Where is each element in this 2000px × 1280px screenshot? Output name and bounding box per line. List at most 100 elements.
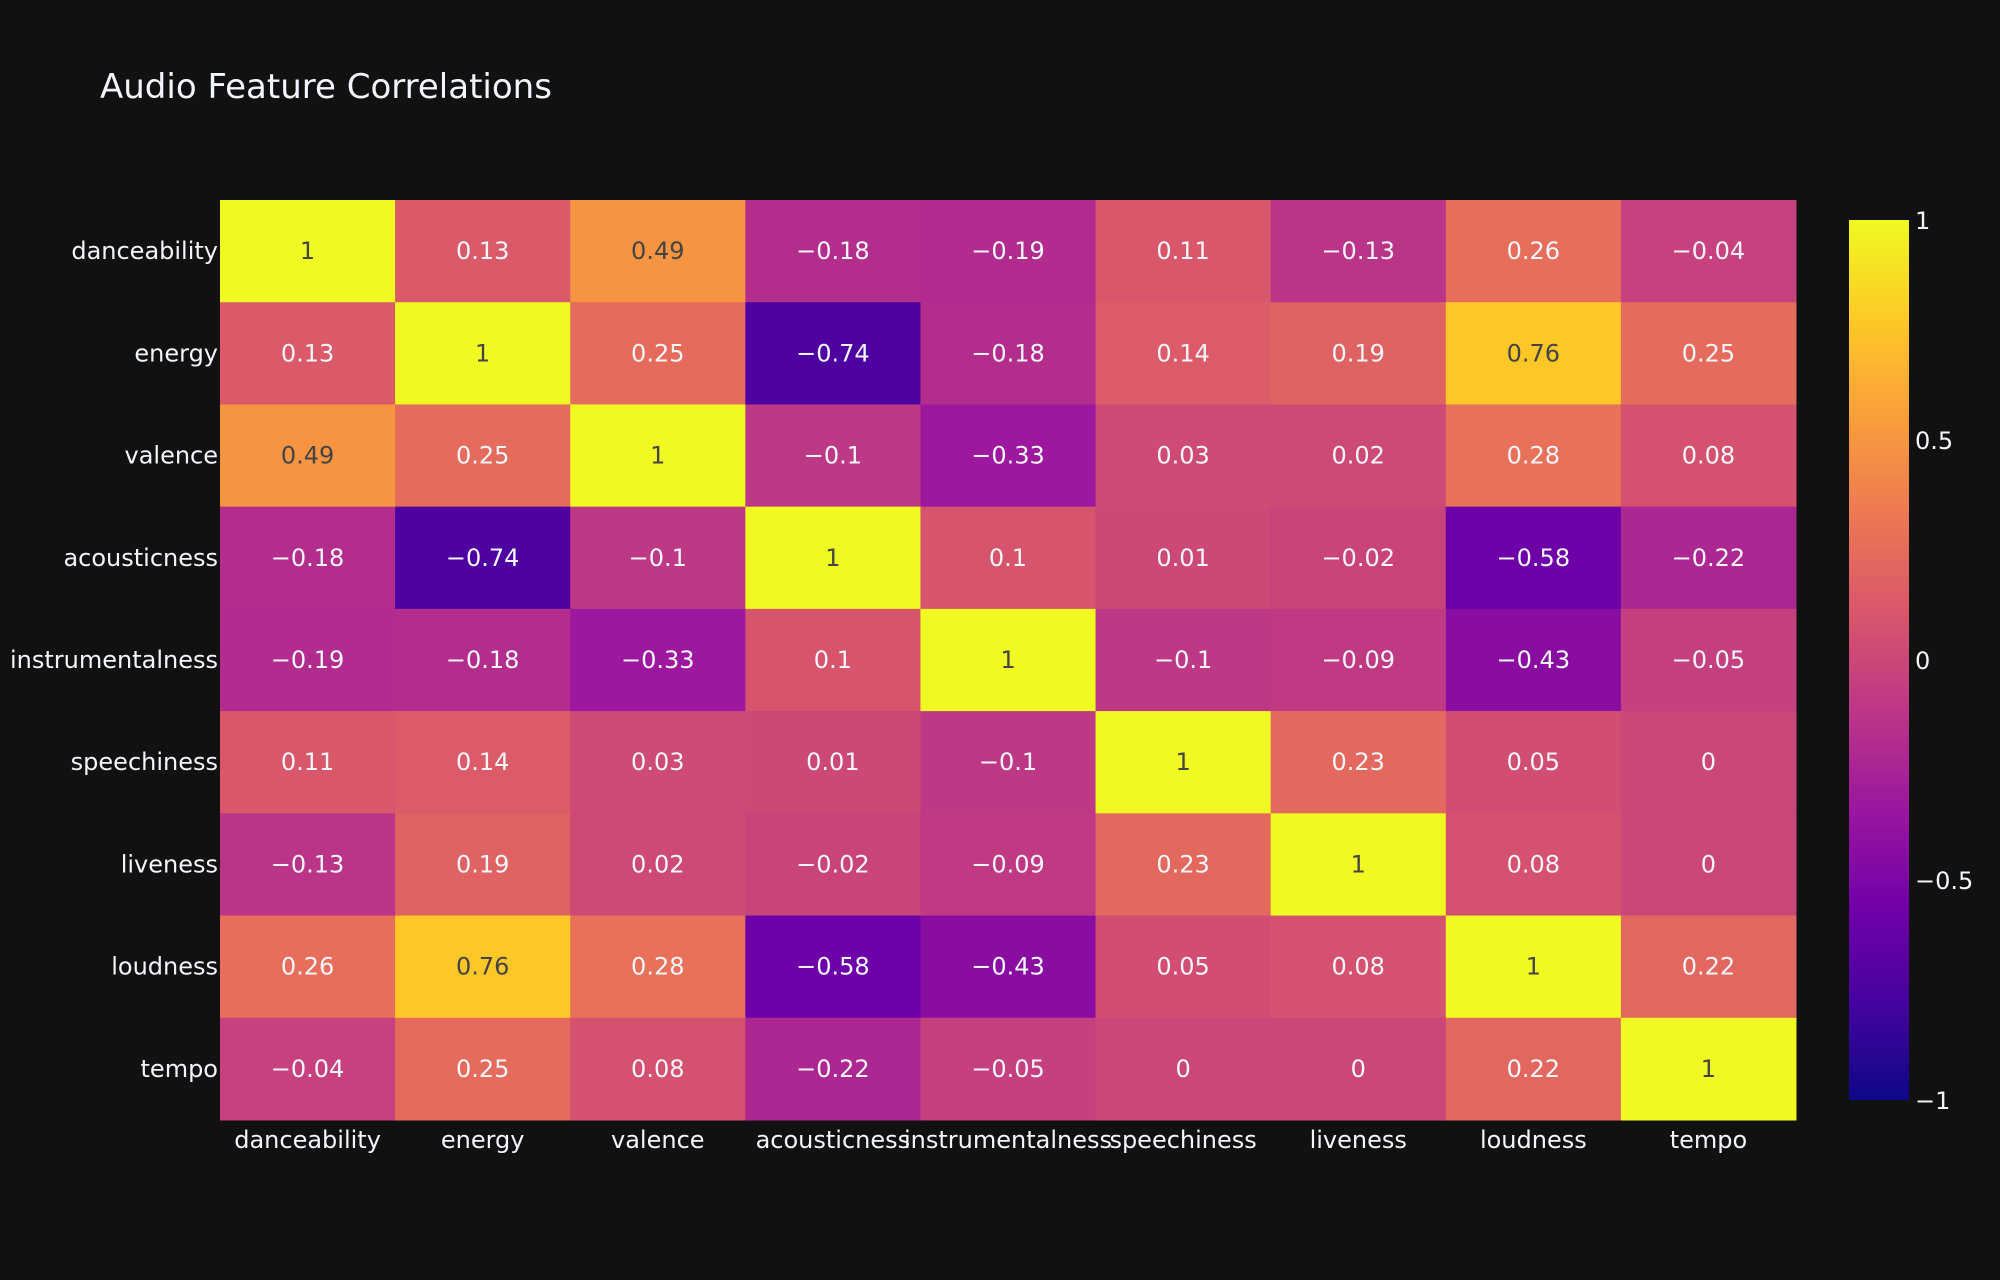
- heatmap-cell: [920, 404, 1097, 508]
- heatmap-cell: [1270, 813, 1447, 917]
- heatmap-cell: [1620, 1017, 1797, 1121]
- cell-value-label: 0.14: [1156, 339, 1209, 367]
- heatmap-cell: [220, 506, 396, 610]
- colorbar: 1 0.5 0 −0.5 −1: [1849, 207, 1973, 1115]
- cell-value-label: −0.04: [271, 1055, 345, 1083]
- cell-value-label: −0.22: [796, 1055, 870, 1083]
- heatmap-cell: [1270, 302, 1447, 405]
- colorbar-gradient: [1849, 220, 1909, 1100]
- heatmap-cell: [1095, 506, 1272, 610]
- y-axis: danceability energy valence acousticness ins…: [10, 237, 218, 1083]
- heatmap-cell: [1270, 200, 1447, 303]
- cell-value-label: 1: [650, 442, 665, 470]
- cell-value-label: −0.19: [271, 646, 345, 674]
- cell-value-label: −0.18: [796, 237, 870, 265]
- cell-value-label: −0.18: [971, 339, 1045, 367]
- cell-value-label: −0.05: [971, 1055, 1045, 1083]
- heatmap-cell: [920, 1017, 1097, 1121]
- heatmap-cell: [220, 1017, 396, 1121]
- heatmap-cell: [745, 1017, 921, 1121]
- heatmap-cell: [1095, 813, 1272, 917]
- cell-value-label: 0.25: [631, 339, 684, 367]
- y-tick-label: valence: [124, 442, 218, 470]
- cell-value-label: −0.02: [796, 850, 870, 878]
- x-tick-label: liveness: [1310, 1126, 1407, 1154]
- heatmap-cell: [920, 915, 1097, 1019]
- cell-value-label: −0.19: [971, 237, 1045, 265]
- x-tick-label: valence: [611, 1126, 705, 1154]
- y-tick-label: acousticness: [63, 544, 218, 572]
- cell-value-label: −0.09: [971, 850, 1045, 878]
- y-tick-label: liveness: [121, 850, 218, 878]
- cell-value-label: 0.23: [1156, 850, 1209, 878]
- heatmap-cell: [395, 608, 571, 712]
- heatmap-cell: [220, 608, 396, 712]
- heatmap-cell: [570, 200, 746, 303]
- heatmap-cell: [745, 200, 921, 303]
- cell-value-label: 0.49: [281, 442, 334, 470]
- x-axis: danceability energy valence acousticnessins…: [234, 1126, 1747, 1154]
- cell-value-label: −0.1: [979, 748, 1037, 776]
- cell-value-label: −0.74: [446, 544, 520, 572]
- cell-value-label: 0: [1701, 850, 1716, 878]
- heatmap-cell: [220, 711, 396, 814]
- heatmap-cell: [1620, 915, 1797, 1019]
- cell-value-label: −0.04: [1672, 237, 1746, 265]
- x-tick-label: danceability: [234, 1126, 381, 1154]
- heatmap-cell: [1445, 404, 1622, 508]
- heatmap-cell: [745, 915, 921, 1019]
- cell-value-label: 0.08: [1682, 442, 1735, 470]
- heatmap-cell: [920, 506, 1097, 610]
- cell-value-label: 1: [1351, 850, 1366, 878]
- heatmap-cell: [395, 915, 571, 1019]
- x-tick-label: instrumentalness: [904, 1126, 1112, 1154]
- cell-value-label: 1: [300, 237, 315, 265]
- x-tick-label: loudness: [1480, 1126, 1587, 1154]
- cell-value-label: 0.22: [1682, 953, 1735, 981]
- heatmap-cell: [920, 200, 1097, 303]
- heatmap-cell: [745, 608, 921, 712]
- heatmap-cell: [395, 302, 571, 405]
- cell-value-label: −0.58: [796, 953, 870, 981]
- cell-value-label: 1: [1175, 748, 1190, 776]
- heatmap-cell: [395, 813, 571, 917]
- cell-value-label: −0.1: [629, 544, 687, 572]
- heatmap-cell: [1095, 1017, 1272, 1121]
- cell-value-label: 0.1: [814, 646, 852, 674]
- cell-value-label: −0.1: [1154, 646, 1212, 674]
- cell-value-label: 0.03: [1156, 442, 1209, 470]
- heatmap-cell: [1095, 608, 1272, 712]
- heatmap-cell: [1620, 200, 1797, 303]
- cell-value-label: −0.74: [796, 339, 870, 367]
- heatmap-cell: [1270, 608, 1447, 712]
- heatmap-cell: [1620, 506, 1797, 610]
- heatmap-cell: [745, 711, 921, 814]
- cell-value-label: −0.43: [1497, 646, 1571, 674]
- heatmap-cell: [920, 711, 1097, 814]
- cell-value-label: 0.14: [456, 748, 509, 776]
- cell-value-label: 0.25: [456, 442, 509, 470]
- y-tick-label: danceability: [71, 237, 218, 265]
- heatmap-cell: [570, 302, 746, 405]
- x-tick-label: tempo: [1670, 1126, 1747, 1154]
- heatmap-cell: [395, 404, 571, 508]
- heatmap-cell: [1270, 915, 1447, 1019]
- heatmap-cell: [1445, 711, 1622, 814]
- heatmap-cell: [1095, 711, 1272, 814]
- cell-value-label: 0.23: [1332, 748, 1385, 776]
- cell-value-label: 1: [1701, 1055, 1716, 1083]
- heatmap-cell: [1445, 915, 1622, 1019]
- cell-value-label: −0.58: [1497, 544, 1571, 572]
- heatmap-cell: [1095, 915, 1272, 1019]
- heatmap-cell: [1270, 1017, 1447, 1121]
- heatmap-cell: [1445, 608, 1622, 712]
- heatmap-cell: [920, 608, 1097, 712]
- heatmap-cell: [220, 915, 396, 1019]
- heatmap-cell: [220, 404, 396, 508]
- cell-value-label: −0.13: [1321, 237, 1395, 265]
- heatmap-cell: [745, 404, 921, 508]
- heatmap-cell: [1270, 404, 1447, 508]
- cell-value-label: −0.1: [804, 442, 862, 470]
- heatmap-cell: [570, 813, 746, 917]
- heatmap-cell: [1095, 404, 1272, 508]
